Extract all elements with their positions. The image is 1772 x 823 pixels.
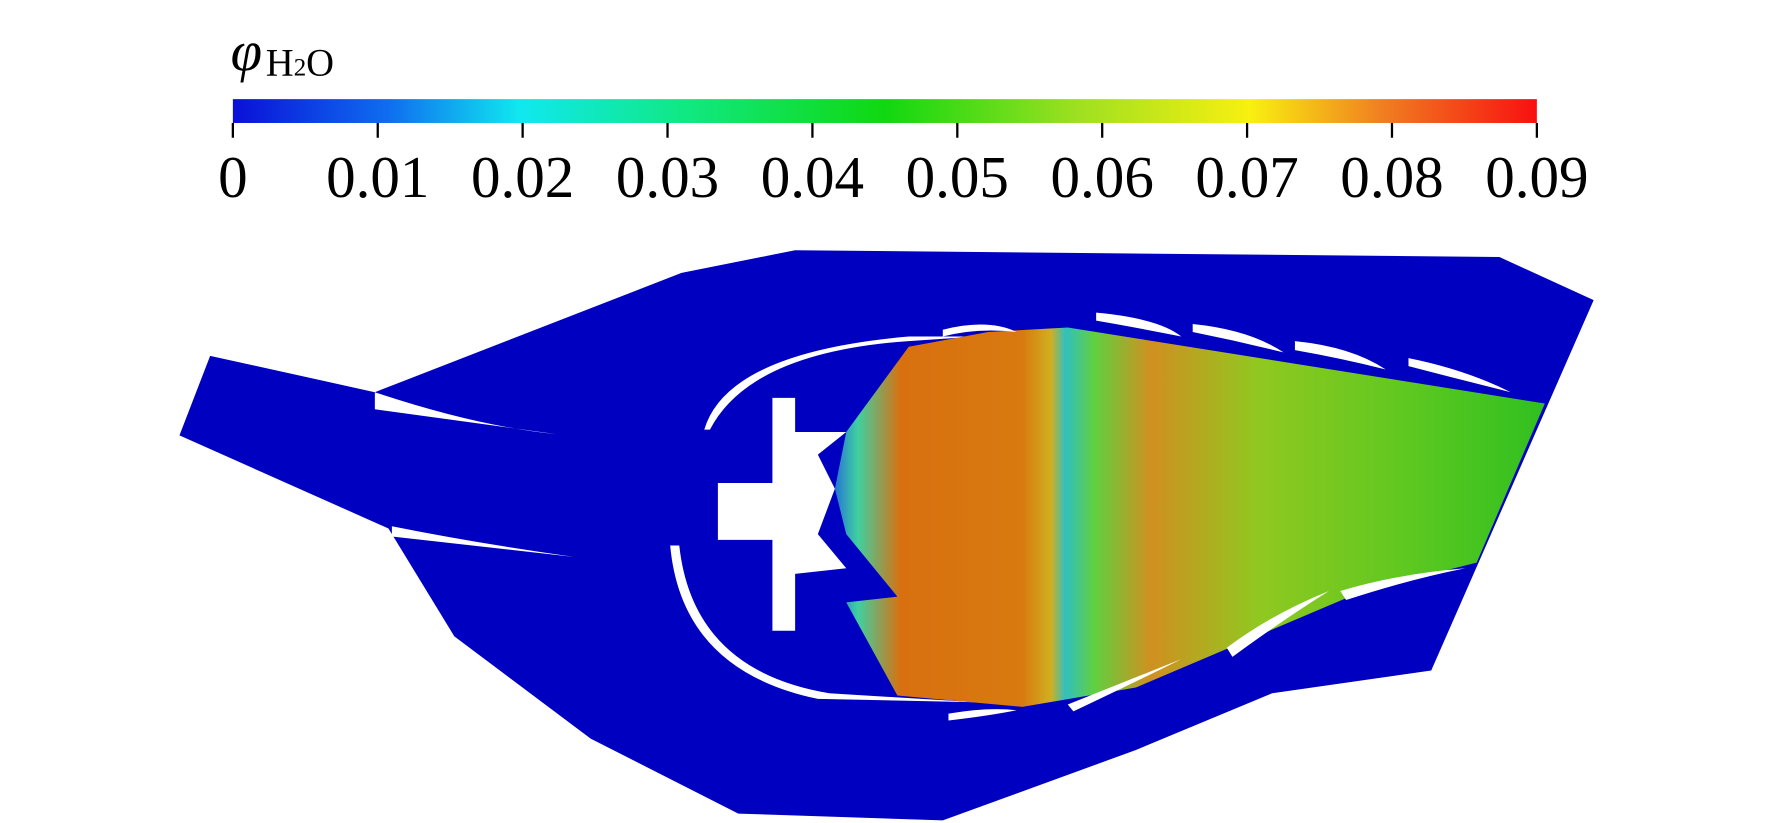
tick-label: 0.06 [1051,144,1154,210]
colorbar: φ H2O 0 0.01 0.02 0.03 0.04 0.05 0.06 0.07 0.08 0… [218,21,1588,210]
combustion-zone [834,327,1545,707]
colorbar-symbol: φ [231,21,262,84]
inlet-slots [374,392,574,557]
tick-label: 0.03 [616,144,719,210]
tick-label: 0 [218,144,248,210]
tick-label: 0.07 [1195,144,1298,210]
colorbar-gradient [232,99,1537,123]
cooling-slots [942,312,1511,721]
sub-h: H [266,42,294,84]
tick-label: 0.05 [906,144,1009,210]
tick-label: 0.09 [1485,144,1588,210]
colorbar-ticks: 0 0.01 0.02 0.03 0.04 0.05 0.06 0.07 0.08 0.09 [218,122,1589,210]
tick-label: 0.04 [761,144,864,210]
contour-field [179,250,1594,821]
swirler [717,397,847,631]
sub-o: O [306,42,334,84]
tick-label: 0.02 [471,144,574,210]
sub-2: 2 [294,54,306,81]
colorbar-subscript: H2O [266,42,334,84]
tick-label: 0.08 [1340,144,1443,210]
tick-label: 0.01 [326,144,429,210]
